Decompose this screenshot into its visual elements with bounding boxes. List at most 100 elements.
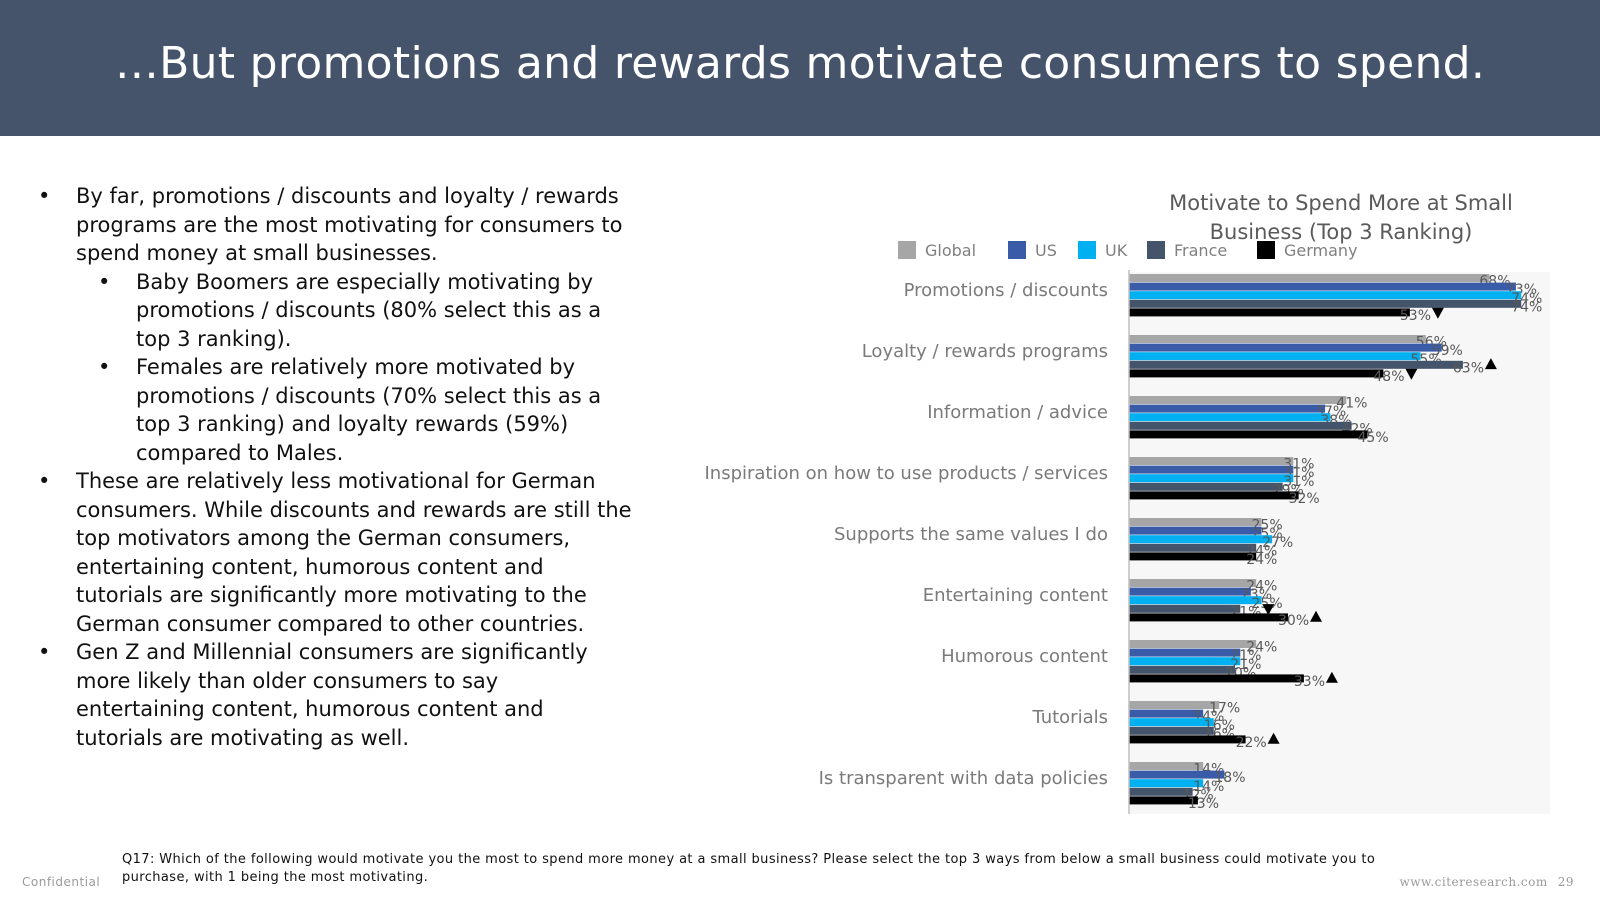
bar-us: [1129, 404, 1326, 413]
significance-up-icon: [1484, 358, 1497, 370]
legend-label-germany: Germany: [1284, 241, 1358, 260]
data-label: 41%: [1336, 396, 1367, 412]
sub-bullet-item: Baby Boomers are especially motivating b…: [32, 268, 632, 354]
data-label: 24%: [1246, 640, 1277, 656]
category-label: Tutorials: [1031, 707, 1108, 728]
data-label: 32%: [1289, 491, 1320, 507]
category-label: Promotions / discounts: [904, 280, 1108, 301]
page-title: …But promotions and rewards motivate con…: [114, 38, 1486, 89]
bar-germany: [1129, 308, 1410, 317]
footer-right: www.citeresearch.com 29: [1389, 875, 1574, 889]
bullet-text: By far, promotions / discounts and loyal…: [76, 184, 623, 265]
chart-title-line: Motivate to Spend More at Small: [1169, 191, 1513, 215]
bar-france: [1129, 299, 1522, 308]
bar-france: [1129, 726, 1214, 735]
bullet-list: By far, promotions / discounts and loyal…: [32, 182, 632, 752]
data-label: 59%: [1432, 343, 1463, 359]
data-label: 74%: [1511, 299, 1542, 315]
bar-global: [1129, 335, 1426, 343]
category-label: Humorous content: [941, 646, 1108, 667]
sub-bullet-item: Females are relatively more motivated by…: [32, 353, 632, 467]
bar-us: [1129, 465, 1294, 474]
bullet-item: These are relatively less motivational f…: [32, 467, 632, 638]
bar-germany: [1129, 552, 1257, 561]
data-label: 14%: [1193, 779, 1224, 795]
confidential-label: Confidential: [22, 875, 101, 889]
category-label: Supports the same values I do: [834, 524, 1108, 545]
bar-global: [1129, 640, 1257, 648]
bar-us: [1129, 526, 1262, 535]
chart-title-line: Business (Top 3 Ranking): [1210, 220, 1473, 244]
bar-us: [1129, 709, 1204, 718]
bar-germany: [1129, 491, 1299, 500]
data-label: 17%: [1209, 701, 1240, 717]
bar-germany: [1129, 430, 1368, 439]
bar-uk: [1129, 718, 1214, 727]
legend-swatch-germany: [1257, 241, 1275, 259]
bar-france: [1129, 604, 1241, 613]
significance-up-icon: [1310, 610, 1322, 622]
significance-up-icon: [1325, 671, 1338, 683]
data-label: 63%: [1453, 360, 1484, 376]
legend-label-france: France: [1174, 241, 1227, 260]
bar-germany: [1129, 369, 1384, 378]
bar-global: [1129, 701, 1220, 709]
bar-uk: [1129, 535, 1273, 544]
bar-us: [1129, 587, 1251, 596]
data-label: 30%: [1278, 613, 1309, 629]
bar-france: [1129, 665, 1235, 674]
bullet-text: These are relatively less motivational f…: [76, 469, 632, 636]
bullet-item: By far, promotions / discounts and loyal…: [32, 182, 632, 467]
bar-france: [1129, 543, 1257, 552]
legend-swatch-uk: [1078, 241, 1096, 259]
bar-uk: [1129, 413, 1331, 422]
bar-france: [1129, 482, 1283, 491]
bar-global: [1129, 579, 1257, 587]
bullet-item: Gen Z and Millennial consumers are signi…: [32, 638, 632, 752]
data-label: 13%: [1188, 796, 1219, 812]
bar-us: [1129, 648, 1241, 657]
category-label: Inspiration on how to use products / ser…: [704, 463, 1108, 484]
page-number: 29: [1557, 875, 1574, 889]
bar-germany: [1129, 735, 1246, 744]
bullet-text: Baby Boomers are especially motivating b…: [136, 269, 602, 351]
data-label: 22%: [1236, 735, 1267, 751]
data-label: 18%: [1214, 770, 1245, 786]
data-label: 25%: [1252, 596, 1283, 612]
data-label: 45%: [1358, 430, 1389, 446]
data-label: 31%: [1283, 474, 1314, 490]
question-footnote: Q17: Which of the following would motiva…: [122, 852, 1376, 885]
bar-us: [1129, 770, 1225, 779]
bar-france: [1129, 787, 1193, 796]
bar-uk: [1129, 596, 1262, 605]
data-label: 21%: [1230, 657, 1261, 673]
bar-germany: [1129, 796, 1198, 805]
bar-france: [1129, 360, 1463, 369]
significance-down-icon: [1431, 307, 1444, 319]
website-link[interactable]: www.citeresearch.com: [1399, 875, 1548, 889]
legend-label-global: Global: [925, 241, 976, 260]
bar-france: [1129, 421, 1352, 430]
bar-global: [1129, 457, 1294, 465]
bar-uk: [1129, 779, 1204, 788]
data-label: 24%: [1246, 579, 1277, 595]
data-label: 33%: [1294, 674, 1325, 690]
category-label: Information / advice: [927, 402, 1108, 423]
bar-germany: [1129, 613, 1288, 622]
bullet-text: Females are relatively more motivated by…: [136, 355, 602, 465]
bar-uk: [1129, 352, 1421, 361]
significance-up-icon: [1267, 732, 1280, 744]
bar-global: [1129, 518, 1262, 526]
bar-uk: [1129, 657, 1241, 666]
legend-label-uk: UK: [1105, 241, 1128, 260]
bar-uk: [1129, 291, 1522, 300]
significance-down-icon: [1262, 604, 1275, 616]
data-label: 48%: [1373, 369, 1404, 385]
data-label: 53%: [1400, 308, 1431, 324]
category-label: Is transparent with data policies: [819, 768, 1108, 789]
legend-swatch-global: [898, 241, 916, 259]
bar-global: [1129, 396, 1347, 404]
legend-label-us: US: [1035, 241, 1057, 260]
bar-us: [1129, 282, 1516, 291]
